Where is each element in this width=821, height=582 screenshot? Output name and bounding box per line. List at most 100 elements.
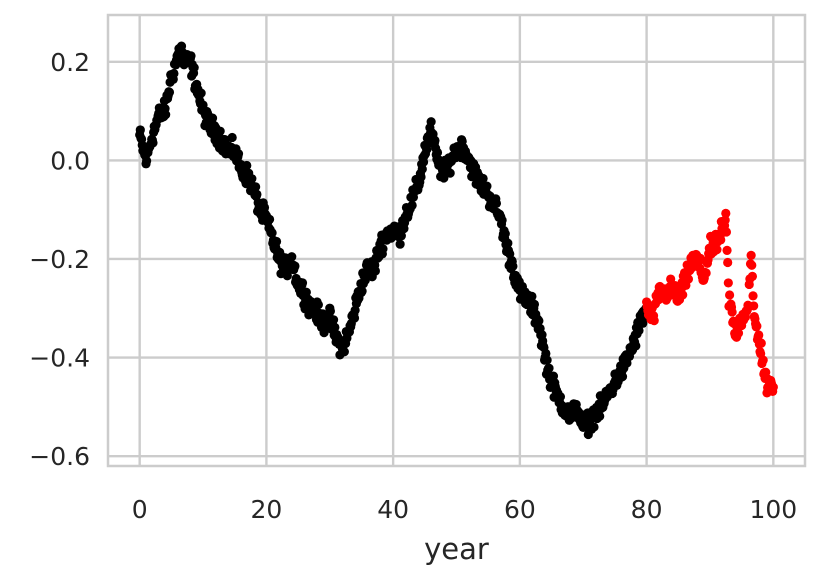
data-point bbox=[683, 274, 694, 284]
data-point bbox=[529, 299, 540, 310]
x-tick-label: 0 bbox=[132, 495, 148, 524]
data-point bbox=[196, 88, 206, 98]
series-1 bbox=[641, 208, 778, 398]
data-point bbox=[497, 215, 507, 225]
data-point bbox=[339, 347, 349, 357]
data-point bbox=[207, 113, 218, 123]
data-point bbox=[720, 215, 730, 225]
data-point bbox=[747, 271, 758, 281]
data-point bbox=[233, 149, 244, 159]
data-point bbox=[445, 168, 455, 178]
y-tick-label: −0.2 bbox=[29, 245, 90, 274]
data-point bbox=[287, 252, 297, 262]
data-point bbox=[252, 189, 262, 199]
data-point bbox=[527, 291, 537, 301]
data-point bbox=[370, 266, 380, 276]
data-point bbox=[701, 268, 711, 278]
y-tick-label: 0.0 bbox=[50, 146, 90, 175]
data-point bbox=[430, 135, 440, 146]
data-point bbox=[721, 227, 732, 237]
data-point bbox=[264, 214, 275, 224]
x-tick-label: 100 bbox=[749, 495, 797, 524]
series-0 bbox=[135, 41, 651, 440]
data-point bbox=[395, 239, 405, 249]
data-point bbox=[164, 87, 175, 97]
y-tick-label: −0.6 bbox=[29, 442, 90, 471]
data-point bbox=[251, 182, 261, 192]
data-point bbox=[754, 330, 764, 340]
data-point bbox=[271, 236, 282, 247]
data-point bbox=[503, 238, 513, 248]
data-point bbox=[723, 278, 733, 288]
data-point bbox=[723, 257, 733, 268]
data-point bbox=[758, 355, 768, 365]
data-point bbox=[426, 117, 436, 127]
data-point bbox=[227, 132, 237, 143]
data-point bbox=[725, 290, 735, 300]
data-point bbox=[756, 338, 766, 348]
data-point bbox=[267, 228, 277, 238]
data-point bbox=[142, 156, 152, 166]
data-point bbox=[186, 51, 196, 61]
y-tick-label: −0.4 bbox=[29, 344, 90, 373]
data-point bbox=[330, 322, 340, 332]
data-point bbox=[325, 306, 336, 316]
y-tick-label: 0.2 bbox=[50, 48, 90, 77]
x-axis-label: year bbox=[424, 532, 489, 566]
data-point bbox=[721, 208, 731, 218]
x-tick-label: 40 bbox=[377, 495, 409, 524]
data-point bbox=[416, 172, 426, 182]
data-point bbox=[422, 144, 432, 155]
data-point bbox=[282, 271, 292, 281]
data-point bbox=[432, 147, 443, 158]
data-point bbox=[748, 291, 758, 301]
x-tick-label: 20 bbox=[251, 495, 283, 524]
data-point bbox=[666, 274, 676, 284]
data-point bbox=[678, 290, 688, 300]
data-point bbox=[589, 422, 599, 432]
data-point bbox=[649, 316, 659, 326]
data-point bbox=[297, 278, 308, 288]
data-point bbox=[417, 164, 427, 174]
data-point bbox=[378, 244, 388, 254]
data-point bbox=[161, 110, 171, 120]
data-point bbox=[752, 321, 762, 331]
data-point bbox=[301, 287, 311, 297]
data-point bbox=[712, 245, 722, 255]
plot-frame bbox=[106, 13, 807, 468]
data-point bbox=[733, 328, 744, 338]
x-tick-label: 80 bbox=[631, 495, 663, 524]
data-point bbox=[491, 198, 502, 208]
data-point bbox=[407, 200, 417, 210]
tick-labels: 0 20 40 60 80 100 −0.6 −0.4 −0.2 0.0 0.2 bbox=[29, 48, 797, 524]
data-points bbox=[135, 41, 778, 440]
data-point bbox=[746, 250, 756, 260]
data-point bbox=[357, 286, 367, 296]
data-point bbox=[534, 316, 544, 326]
grid bbox=[108, 15, 805, 466]
data-point bbox=[727, 307, 737, 317]
data-point bbox=[508, 261, 518, 271]
data-point bbox=[555, 392, 566, 402]
data-point bbox=[242, 160, 252, 171]
data-point bbox=[500, 229, 510, 239]
data-point bbox=[716, 235, 726, 245]
data-point bbox=[148, 138, 158, 148]
data-point bbox=[349, 313, 360, 323]
data-point bbox=[482, 181, 492, 191]
data-point bbox=[722, 245, 732, 256]
data-point bbox=[328, 315, 339, 325]
x-tick-label: 60 bbox=[504, 495, 536, 524]
data-point bbox=[747, 260, 757, 270]
data-point bbox=[595, 411, 605, 421]
data-point bbox=[135, 125, 145, 135]
data-point bbox=[542, 355, 552, 365]
data-point bbox=[169, 68, 179, 79]
data-point bbox=[215, 126, 225, 136]
data-point bbox=[247, 174, 257, 184]
data-point bbox=[396, 231, 406, 241]
data-point bbox=[478, 173, 488, 184]
data-point bbox=[634, 325, 644, 336]
data-point bbox=[544, 363, 554, 373]
data-point bbox=[313, 300, 323, 310]
